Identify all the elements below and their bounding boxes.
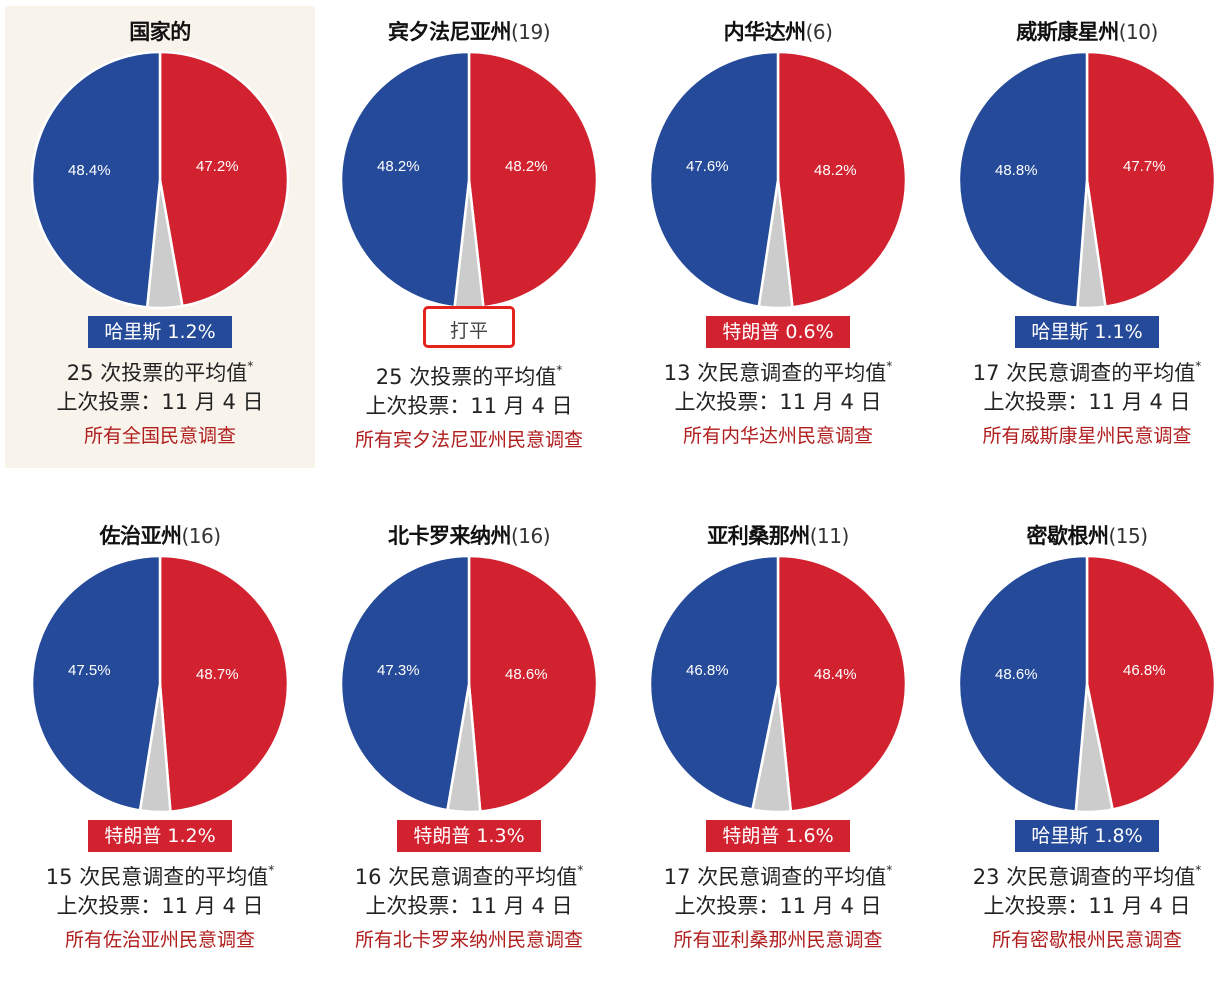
harris-percent: 47.5% (68, 662, 111, 679)
trump-percent: 48.2% (814, 162, 857, 179)
lead-badge: 哈里斯 1.1% (1015, 316, 1159, 348)
trump-percent: 47.2% (196, 158, 239, 175)
lead-badge: 特朗普 0.6% (706, 316, 850, 348)
poll-average: 15 次民意调查的平均值* (45, 863, 275, 889)
poll-card-4: 佐治亚州(16) 47.5% 48.7% 特朗普 1.2% 15 次民意调查的平… (5, 504, 315, 956)
state-name: 密歇根州 (1026, 524, 1109, 548)
card-title: 宾夕法尼亚州(19) (314, 18, 624, 46)
trump-percent: 48.7% (196, 666, 239, 683)
state-name: 宾夕法尼亚州 (387, 20, 512, 44)
electoral-votes: (6) (805, 20, 833, 44)
harris-percent: 46.8% (686, 662, 729, 679)
pie-chart: 47.3% 48.6% (339, 554, 599, 814)
last-poll-date: 上次投票：11 月 4 日 (56, 894, 264, 918)
poll-average: 25 次投票的平均值* (66, 359, 254, 385)
pie-svg (648, 554, 908, 814)
card-title: 北卡罗来纳州(16) (314, 522, 624, 550)
poll-card-2: 内华达州(6) 47.6% 48.2% 特朗普 0.6% 13 次民意调查的平均… (623, 0, 933, 452)
pie-chart: 47.6% 48.2% (648, 50, 908, 310)
last-poll-date: 上次投票：11 月 4 日 (674, 390, 882, 414)
card-title: 国家的 (5, 18, 315, 46)
trump-percent: 48.2% (505, 158, 548, 175)
pie-chart: 48.2% 48.2% (339, 50, 599, 310)
electoral-votes: (11) (809, 524, 850, 548)
harris-percent: 47.3% (377, 662, 420, 679)
pie-chart: 46.8% 48.4% (648, 554, 908, 814)
state-name: 亚利桑那州 (707, 524, 810, 548)
last-poll-date: 上次投票：11 月 4 日 (56, 390, 264, 414)
pie-svg (339, 554, 599, 814)
electoral-votes: (16) (510, 524, 551, 548)
last-poll-date: 上次投票：11 月 4 日 (983, 894, 1191, 918)
harris-percent: 48.2% (377, 158, 420, 175)
last-poll-date: 上次投票：11 月 4 日 (365, 894, 573, 918)
electoral-votes: (19) (510, 20, 551, 44)
card-title: 内华达州(6) (623, 18, 933, 46)
pie-svg (957, 554, 1217, 814)
all-polls-link[interactable]: 所有全国民意调查 (83, 425, 236, 447)
pie-svg (30, 554, 290, 814)
card-title: 佐治亚州(16) (5, 522, 315, 550)
last-poll-date: 上次投票：11 月 4 日 (983, 390, 1191, 414)
harris-percent: 47.6% (686, 158, 729, 175)
card-title: 亚利桑那州(11) (623, 522, 933, 550)
trump-percent: 46.8% (1123, 662, 1166, 679)
lead-badge: 特朗普 1.3% (397, 820, 541, 852)
trump-percent: 47.7% (1123, 158, 1166, 175)
pie-svg (648, 50, 908, 310)
pie-svg (30, 50, 290, 310)
pie-chart: 47.5% 48.7% (30, 554, 290, 814)
trump-percent: 48.4% (814, 666, 857, 683)
electoral-votes: (16) (181, 524, 221, 548)
lead-badge: 哈里斯 1.2% (88, 316, 232, 348)
pie-chart: 48.6% 46.8% (957, 554, 1217, 814)
harris-percent: 48.4% (68, 162, 111, 179)
harris-percent: 48.8% (995, 162, 1038, 179)
electoral-votes: (10) (1118, 20, 1159, 44)
all-polls-link[interactable]: 所有亚利桑那州民意调查 (673, 929, 883, 951)
lead-badge: 特朗普 1.6% (706, 820, 850, 852)
poll-card-5: 北卡罗来纳州(16) 47.3% 48.6% 特朗普 1.3% 16 次民意调查… (314, 504, 624, 956)
poll-average: 16 次民意调查的平均值* (354, 863, 584, 889)
all-polls-link[interactable]: 所有内华达州民意调查 (682, 425, 873, 447)
state-name: 国家的 (129, 20, 191, 44)
poll-card-1: 宾夕法尼亚州(19) 48.2% 48.2% 打平 25 次投票的平均值* 上次… (314, 0, 624, 456)
poll-card-3: 威斯康星州(10) 48.8% 47.7% 哈里斯 1.1% 17 次民意调查的… (932, 0, 1230, 452)
state-name: 威斯康星州 (1016, 20, 1119, 44)
state-name: 北卡罗来纳州 (387, 524, 512, 548)
last-poll-date: 上次投票：11 月 4 日 (365, 394, 573, 418)
all-polls-link[interactable]: 所有佐治亚州民意调查 (64, 929, 255, 951)
last-poll-date: 上次投票：11 月 4 日 (674, 894, 882, 918)
pie-svg (339, 50, 599, 310)
poll-average: 17 次民意调查的平均值* (663, 863, 893, 889)
poll-average: 25 次投票的平均值* (375, 363, 563, 389)
all-polls-link[interactable]: 所有北卡罗来纳州民意调查 (354, 929, 583, 951)
all-polls-link[interactable]: 所有密歇根州民意调查 (991, 929, 1182, 951)
card-title: 密歇根州(15) (932, 522, 1230, 550)
lead-badge: 打平 (422, 306, 515, 348)
poll-average: 23 次民意调查的平均值* (972, 863, 1202, 889)
poll-card-7: 密歇根州(15) 48.6% 46.8% 哈里斯 1.8% 23 次民意调查的平… (932, 504, 1230, 956)
lead-badge: 特朗普 1.2% (88, 820, 232, 852)
poll-card-6: 亚利桑那州(11) 46.8% 48.4% 特朗普 1.6% 17 次民意调查的… (623, 504, 933, 956)
harris-percent: 48.6% (995, 666, 1038, 683)
poll-card-0: 国家的 48.4% 47.2% 哈里斯 1.2% 25 次投票的平均值* 上次投… (5, 6, 315, 468)
state-name: 佐治亚州 (99, 524, 182, 548)
electoral-votes: (15) (1108, 524, 1148, 548)
all-polls-link[interactable]: 所有宾夕法尼亚州民意调查 (354, 429, 583, 451)
state-name: 内华达州 (723, 20, 807, 44)
poll-average: 13 次民意调查的平均值* (663, 359, 893, 385)
pie-chart: 48.8% 47.7% (957, 50, 1217, 310)
pie-svg (957, 50, 1217, 310)
poll-average: 17 次民意调查的平均值* (972, 359, 1202, 385)
trump-percent: 48.6% (505, 666, 548, 683)
card-title: 威斯康星州(10) (932, 18, 1230, 46)
lead-badge: 哈里斯 1.8% (1015, 820, 1159, 852)
pie-chart: 48.4% 47.2% (30, 50, 290, 310)
all-polls-link[interactable]: 所有威斯康星州民意调查 (982, 425, 1192, 447)
